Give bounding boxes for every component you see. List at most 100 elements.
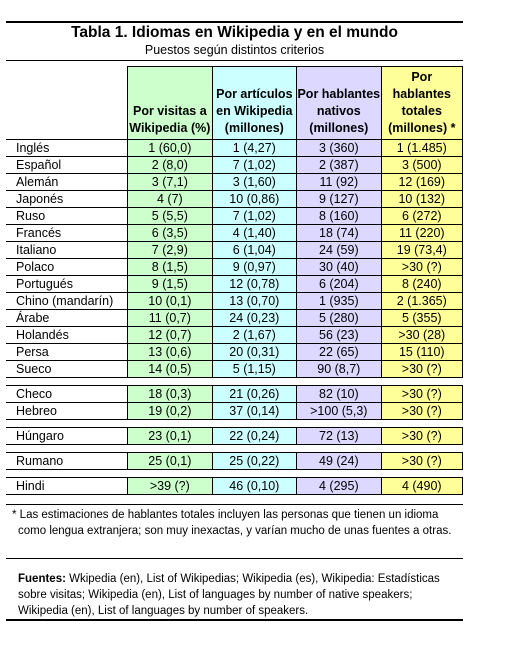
language-cell: Persa [6, 343, 128, 361]
articulos-cell: 10 (0,86) [211, 190, 298, 208]
table-row: Alemán 3 (7,1) 3 (1,60) 11 (92) 12 (169) [6, 173, 464, 191]
gap-cell [6, 377, 128, 386]
visitas-cell: 12 (0,7) [127, 326, 213, 344]
gap-cell [6, 469, 128, 478]
nativos-cell: 18 (74) [296, 224, 382, 242]
totales-cell: >30 (?) [380, 385, 464, 403]
header-visitas: Por visitas a Wikipedia (%) [127, 66, 213, 140]
nativos-cell: 90 (8,7) [296, 360, 382, 378]
group-gap [6, 469, 463, 478]
language-cell: Japonés [6, 190, 128, 208]
language-cell: Portugués [6, 275, 128, 293]
table-row: Japonés 4 (7) 10 (0,86) 9 (127) 10 (132) [6, 190, 464, 208]
totales-cell: 5 (355) [380, 309, 464, 327]
nativos-cell: 24 (59) [296, 241, 382, 259]
visitas-cell: 7 (2,9) [127, 241, 213, 259]
language-cell: Italiano [6, 241, 128, 259]
nativos-cell: 8 (160) [296, 207, 382, 225]
table-row: Rumano 25 (0,1) 25 (0,22) 49 (24) >30 (?) [6, 452, 464, 470]
language-cell: Checo [6, 385, 128, 403]
language-cell: Chino (mandarín) [6, 292, 128, 310]
articulos-cell: 1 (4,27) [211, 139, 298, 157]
visitas-cell: 9 (1,5) [127, 275, 213, 293]
footnote: * Las estimaciones de hablantes totales … [6, 507, 463, 539]
language-cell: Alemán [6, 173, 128, 191]
footnote-text: * Las estimaciones de hablantes totales … [12, 509, 452, 537]
articulos-cell: 7 (1,02) [211, 156, 298, 174]
visitas-cell: 19 (0,2) [127, 402, 213, 420]
gap-cell [381, 377, 463, 386]
sources-paragraph: Fuentes: Wkipedia (en), List of Wikipedi… [6, 571, 463, 619]
nativos-cell: 3 (360) [296, 139, 382, 157]
gap-cell [127, 419, 213, 428]
visitas-cell: 8 (1,5) [127, 258, 213, 276]
totales-cell: 10 (132) [380, 190, 464, 208]
gap-cell [296, 377, 382, 386]
articulos-cell: 37 (0,14) [211, 402, 298, 420]
table-row: Hebreo 19 (0,2) 37 (0,14) >100 (5,3) >30 (?) [6, 402, 464, 420]
visitas-cell: 2 (8,0) [127, 156, 213, 174]
nativos-cell: 11 (92) [296, 173, 382, 191]
totales-cell: 3 (500) [380, 156, 464, 174]
header-nativos: Por hablantes nativos (millones) [296, 66, 382, 140]
table-row: Chino (mandarín) 10 (0,1) 13 (0,70) 1 (935)… [6, 292, 464, 310]
table-row: Húngaro 23 (0,1) 22 (0,24) 72 (13) >30 (?) [6, 427, 464, 445]
group-gap [6, 377, 463, 386]
visitas-cell: 18 (0,3) [127, 385, 213, 403]
title-rule [6, 60, 463, 61]
language-cell: Inglés [6, 139, 128, 157]
gap-cell [127, 377, 213, 386]
totales-cell: 1 (1.485) [380, 139, 464, 157]
language-cell: Español [6, 156, 128, 174]
table-title: Tabla 1. Idiomas en Wikipedia y en el mu… [71, 24, 398, 41]
totales-cell: >30 (?) [380, 402, 464, 420]
table-row: Persa 13 (0,6) 20 (0,31) 22 (65) 15 (110) [6, 343, 464, 361]
nativos-cell: 6 (204) [296, 275, 382, 293]
gap-cell [296, 469, 382, 478]
table-row: Holandés 12 (0,7) 2 (1,67) 56 (23) >30 (28) [6, 326, 464, 344]
table-row: Francés 6 (3,5) 4 (1,40) 18 (74) 11 (220) [6, 224, 464, 242]
gap-cell [381, 469, 463, 478]
gap-cell [381, 444, 463, 453]
visitas-cell: 25 (0,1) [127, 452, 213, 470]
totales-cell: >30 (28) [380, 326, 464, 344]
languages-table: Por visitas a Wikipedia (%) Por artículo… [6, 66, 464, 495]
totales-cell: >30 (?) [380, 360, 464, 378]
totales-cell: 6 (272) [380, 207, 464, 225]
nativos-cell: 72 (13) [296, 427, 382, 445]
nativos-cell: >100 (5,3) [296, 402, 382, 420]
articulos-cell: 46 (0,10) [211, 477, 298, 495]
table-row: Checo 18 (0,3) 21 (0,26) 82 (10) >30 (?) [6, 385, 464, 403]
articulos-cell: 21 (0,26) [211, 385, 298, 403]
gap-cell [212, 444, 297, 453]
gap-cell [296, 419, 382, 428]
visitas-cell: 13 (0,6) [127, 343, 213, 361]
gap-cell [381, 419, 463, 428]
totales-cell: 4 (490) [380, 477, 464, 495]
gap-cell [127, 469, 213, 478]
nativos-cell: 9 (127) [296, 190, 382, 208]
visitas-cell: >39 (?) [127, 477, 213, 495]
language-cell: Húngaro [6, 427, 128, 445]
visitas-cell: 23 (0,1) [127, 427, 213, 445]
totales-cell: 2 (1.365) [380, 292, 464, 310]
nativos-cell: 56 (23) [296, 326, 382, 344]
table-row: Ruso 5 (5,5) 7 (1,02) 8 (160) 6 (272) [6, 207, 464, 225]
totales-cell: >30 (?) [380, 452, 464, 470]
table-row: Español 2 (8,0) 7 (1,02) 2 (387) 3 (500) [6, 156, 464, 174]
sources-text: Wkipedia (en), List of Wikipedias; Wikip… [18, 573, 440, 617]
gap-cell [6, 444, 128, 453]
articulos-cell: 22 (0,24) [211, 427, 298, 445]
nativos-cell: 49 (24) [296, 452, 382, 470]
header-language-blank [6, 67, 128, 140]
articulos-cell: 25 (0,22) [211, 452, 298, 470]
sources-label: Fuentes: [18, 573, 66, 585]
totales-cell: >30 (?) [380, 427, 464, 445]
table-row: Hindi >39 (?) 46 (0,10) 4 (295) 4 (490) [6, 477, 464, 495]
nativos-cell: 4 (295) [296, 477, 382, 495]
totales-cell: 8 (240) [380, 275, 464, 293]
articulos-cell: 2 (1,67) [211, 326, 298, 344]
group-gap [6, 419, 463, 428]
articulos-cell: 9 (0,97) [211, 258, 298, 276]
nativos-cell: 22 (65) [296, 343, 382, 361]
